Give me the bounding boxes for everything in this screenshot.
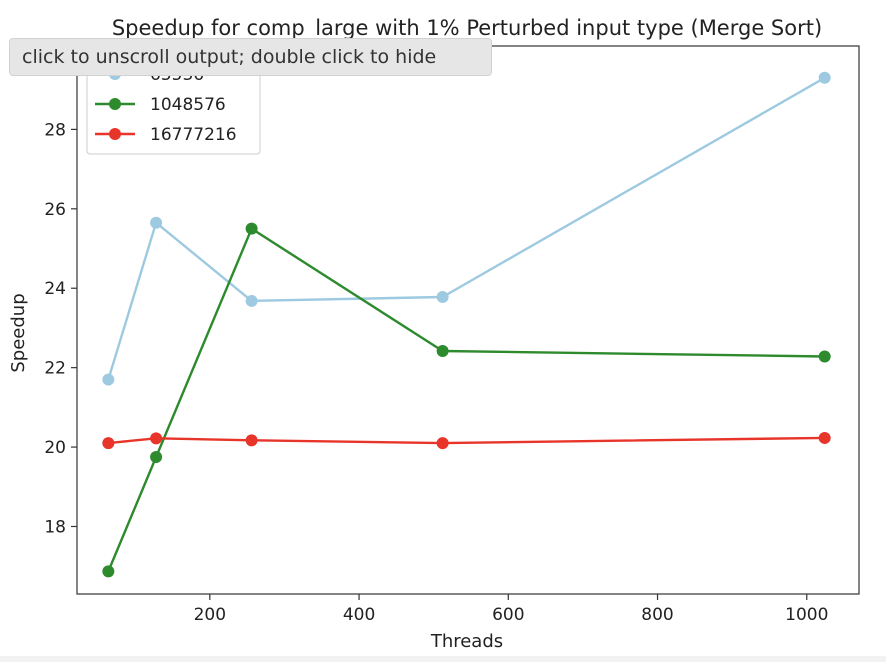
data-point-1048576 [436,344,449,357]
y-tick-label: 26 [44,200,66,220]
x-tick-label: 800 [641,605,673,625]
y-axis-label: Speedup [8,293,29,372]
chart-title: Speedup for comp_large with 1% Perturbed… [112,16,822,41]
x-tick-label: 200 [194,605,226,625]
data-point-1048576 [102,565,115,578]
data-point-1048576 [150,451,163,463]
output-bottom-edge [0,656,886,662]
x-tick-label: 400 [343,605,375,625]
data-point-65536 [436,290,449,303]
data-point-65536 [818,71,831,84]
data-point-16777216 [436,437,449,450]
legend-swatch-marker [109,98,121,110]
legend-label: 1048576 [150,95,226,115]
data-point-1048576 [818,350,831,363]
data-point-1048576 [245,222,258,235]
y-tick-label: 18 [44,517,66,537]
y-tick-label: 20 [44,438,66,458]
data-point-16777216 [150,432,163,445]
x-tick-label: 1000 [785,605,828,625]
legend-label: 16777216 [150,125,237,145]
data-point-65536 [150,216,163,229]
x-tick-label: 600 [492,605,524,625]
series-lines [102,71,831,578]
y-tick-label: 22 [44,359,66,379]
series-line-1048576 [107,227,825,572]
y-tick-label: 28 [44,120,66,140]
y-tick-label: 24 [44,279,66,299]
data-point-65536 [245,294,258,307]
axis-ticks: 200 400 600 800 1000 18 20 22 24 26 28 [44,120,828,625]
data-point-16777216 [818,431,831,444]
data-point-65536 [102,373,115,386]
data-point-16777216 [245,434,258,447]
data-point-16777216 [102,437,115,450]
unscroll-output-tooltip[interactable]: click to unscroll output; double click t… [9,38,492,76]
x-axis-label: Threads [430,631,503,652]
legend-swatch-marker [109,128,121,140]
series-line-16777216 [108,436,825,445]
